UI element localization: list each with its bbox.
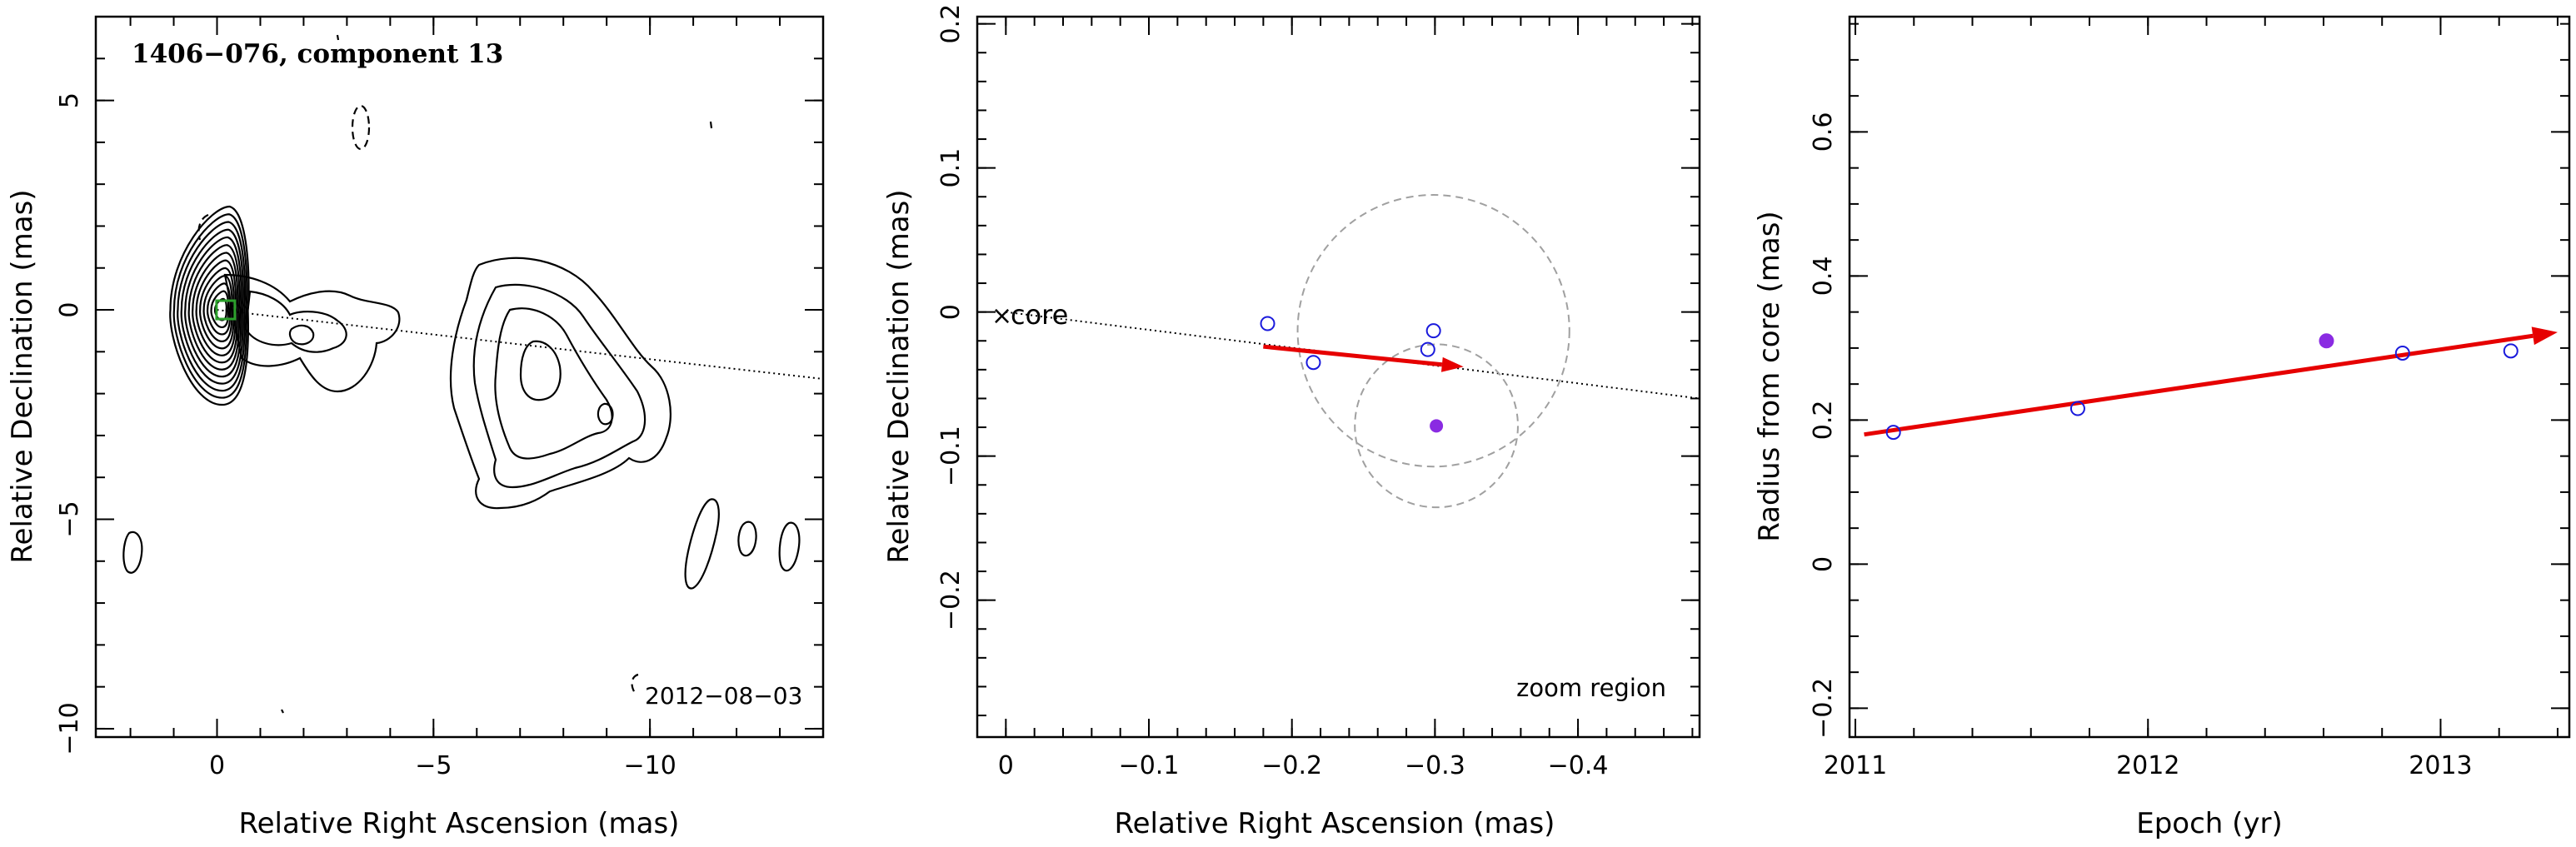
- blob-contour-right1: [684, 498, 720, 590]
- core-label: core: [1011, 299, 1068, 331]
- core-contour: [177, 221, 247, 392]
- data-point-open: [1885, 425, 1901, 441]
- jet-contour-knot: [288, 324, 315, 346]
- panel2-y-axis-title: Relative Declination (mas): [882, 189, 916, 563]
- panel3-x-axis-title: Epoch (yr): [2136, 807, 2283, 840]
- y-tick-label: −0.1: [936, 426, 966, 486]
- data-point-open: [2394, 345, 2410, 361]
- blob-contour-left: [122, 531, 143, 574]
- jet-contour-outer: [223, 273, 401, 393]
- uncertainty-circle: [1354, 343, 1519, 509]
- trajectory-line: [1006, 311, 1700, 400]
- data-point-filled: [1430, 419, 1444, 433]
- x-tick-label: 2013: [2409, 751, 2472, 780]
- core-marker: ×: [991, 301, 1012, 331]
- trajectory-line: [217, 309, 823, 381]
- x-tick-label: 2011: [1824, 751, 1887, 780]
- data-point-open: [2503, 343, 2519, 359]
- outer-jet-contour-1: [449, 257, 671, 510]
- panel1-title: 1406−076, component 13: [132, 39, 503, 69]
- x-tick-label: −0.2: [1261, 751, 1322, 780]
- core-contour: [192, 252, 239, 364]
- y-tick-label: 5: [55, 92, 84, 108]
- panel1-y-axis-title: Relative Declination (mas): [6, 189, 39, 563]
- motion-arrow-head: [1440, 356, 1464, 372]
- y-tick-label: −0.2: [1809, 678, 1838, 739]
- x-tick-label: 2012: [2116, 751, 2179, 780]
- y-tick-label: 0.1: [936, 148, 966, 188]
- fit-arrow: [1864, 333, 2534, 437]
- contour-map: [122, 34, 823, 714]
- panel-zoom: 0 −0.1 −0.2 −0.3 −0.40.20.10−0.1−0.2 × core …: [882, 4, 1701, 840]
- panel3-ticks: [1850, 17, 2569, 737]
- speck-bottom: [281, 709, 284, 714]
- zoom-region-annotation: zoom region: [1516, 674, 1666, 702]
- panel-radius: 2011 2012 2013 −0.2 0 0.2 0.4 0.6 Epoch (yr) Ra…: [1753, 15, 2571, 840]
- x-tick-label: −10: [623, 751, 676, 780]
- data-point-open: [1420, 341, 1435, 357]
- panel3-plot-area: [1864, 326, 2558, 441]
- outer-jet-contour-2: [472, 283, 646, 489]
- x-tick-label: 0: [998, 751, 1014, 780]
- panel2-ticks: [976, 17, 1700, 737]
- outer-jet-contour-5: [597, 402, 614, 426]
- data-point-open: [1260, 316, 1276, 331]
- data-point-open: [1305, 355, 1321, 371]
- uncertainty-circle: [1296, 194, 1570, 468]
- core-contour: [187, 244, 241, 371]
- x-tick-label: −0.1: [1119, 751, 1180, 780]
- core-contour: [207, 282, 232, 336]
- panel-image: 0 −5 −10 5 0 −5 −10: [6, 15, 825, 840]
- outer-jet-contour-4: [519, 340, 562, 401]
- panel1-x-axis-title: Relative Right Ascension (mas): [239, 807, 680, 840]
- core-contours: [169, 205, 250, 406]
- negative-contour-top: [351, 104, 371, 151]
- y-tick-label: 0: [936, 304, 966, 320]
- core-contour: [172, 213, 248, 399]
- outer-jet-contour-3: [494, 307, 613, 460]
- y-tick-label: 0.2: [936, 4, 966, 44]
- core-contour: [210, 290, 230, 329]
- panel2-plot-area: [1006, 194, 1700, 509]
- y-tick-label: 0.2: [1809, 401, 1838, 441]
- negative-contour-bottom: [631, 673, 639, 694]
- jet-contour-inner: [244, 290, 347, 353]
- panel2-frame: [976, 15, 1701, 739]
- y-tick-label: 0: [55, 301, 84, 317]
- blob-contour-right3: [778, 521, 801, 572]
- fit-arrow-head: [2531, 326, 2558, 346]
- date-label: 2012−08−03: [645, 682, 802, 710]
- panel2-x-axis-title: Relative Right Ascension (mas): [1115, 807, 1555, 840]
- x-tick-label: −0.3: [1405, 751, 1465, 780]
- blob-contour-right2: [737, 521, 757, 557]
- panel1-tick-labels: 0 −5 −10 5 0 −5 −10: [55, 92, 676, 780]
- panel3-y-axis-title: Radius from core (mas): [1753, 211, 1786, 541]
- y-tick-label: 0: [1809, 556, 1838, 572]
- core-contour: [184, 236, 242, 378]
- panel2-tick-labels: 0 −0.1 −0.2 −0.3 −0.4 0.2 0.1 0 −0.1 −0.2: [936, 4, 1608, 780]
- data-point-open: [2069, 401, 2085, 416]
- x-tick-label: 0: [209, 751, 225, 780]
- negative-contour-core: [197, 213, 209, 241]
- panel3-frame: [1848, 15, 2571, 739]
- x-tick-label: −0.4: [1548, 751, 1609, 780]
- core-box: [215, 299, 237, 321]
- panel1-frame: [94, 15, 825, 739]
- data-point-filled: [2319, 333, 2334, 349]
- panel1-ticks: [96, 16, 824, 737]
- y-tick-label: −0.2: [936, 570, 966, 630]
- core-contour: [199, 267, 235, 350]
- speck-top: [336, 34, 340, 41]
- y-tick-label: 0.6: [1809, 112, 1838, 152]
- panel3-tick-labels: 2011 2012 2013 −0.2 0 0.2 0.4 0.6: [1809, 112, 2473, 780]
- y-tick-label: 0.4: [1809, 257, 1838, 296]
- x-tick-label: −5: [415, 751, 452, 780]
- core-contour: [180, 228, 244, 385]
- motion-arrow: [1263, 344, 1443, 367]
- y-tick-label: −5: [55, 501, 84, 537]
- y-tick-label: −10: [55, 702, 84, 755]
- data-point-open: [1425, 323, 1441, 339]
